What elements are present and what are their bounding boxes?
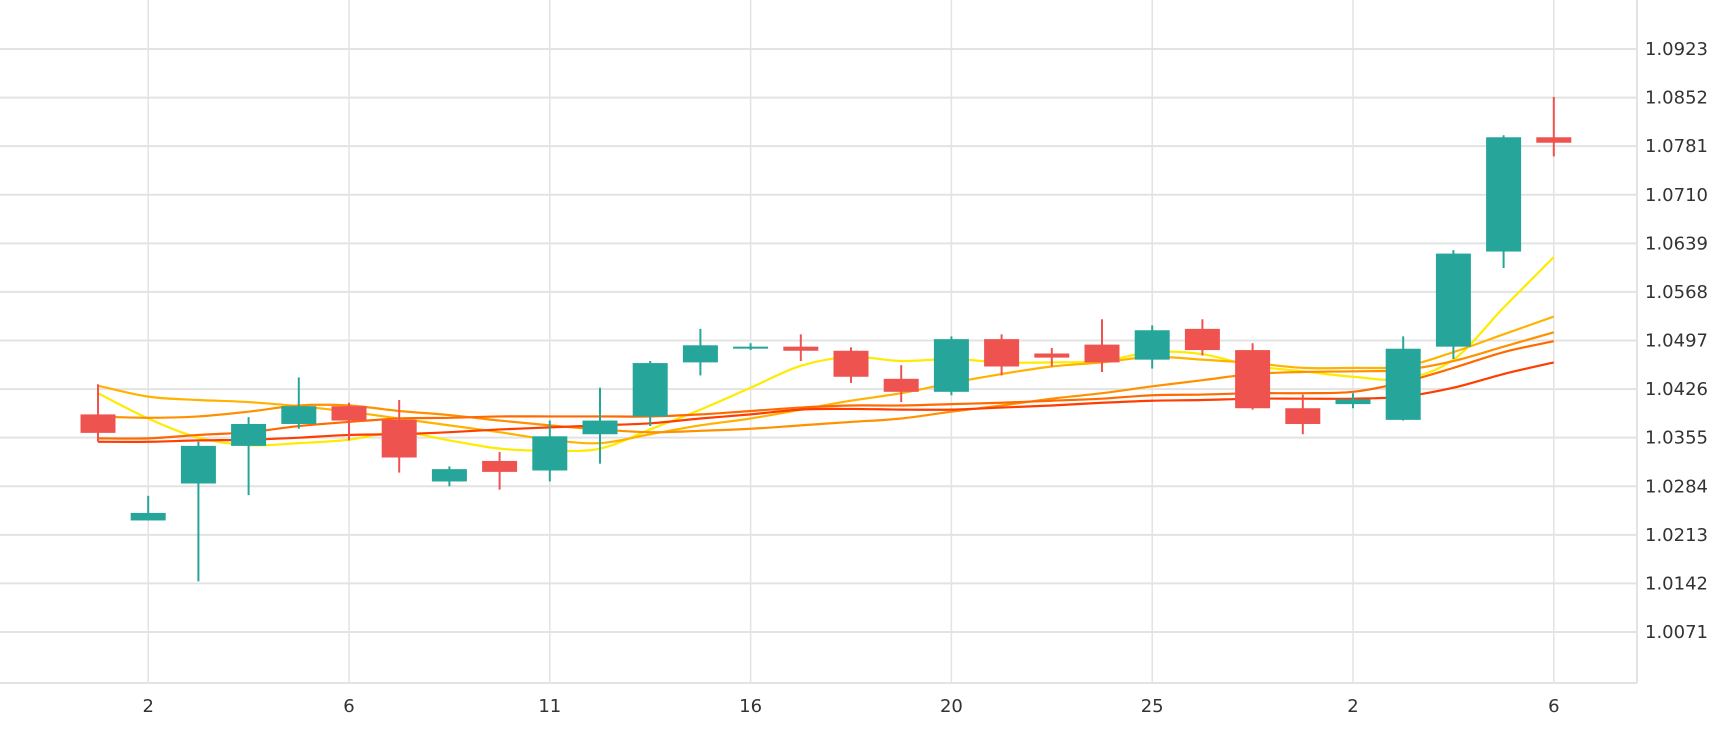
y-tick-label: 1.0497 (1645, 331, 1708, 352)
candle-down (331, 402, 367, 441)
candle-up (632, 361, 668, 427)
candle-body (1235, 350, 1271, 409)
y-tick-label: 1.0639 (1645, 233, 1708, 254)
candle-body (883, 378, 919, 392)
candle-up (933, 336, 969, 396)
ma-yellow-line (97, 256, 1555, 453)
candle-down (482, 452, 518, 490)
candle-down (1235, 343, 1271, 410)
candle-body (1184, 328, 1220, 351)
y-tick-label: 1.0426 (1645, 379, 1708, 400)
y-tick-label: 1.0213 (1645, 525, 1708, 546)
ma-orange-red-line (97, 340, 1555, 440)
y-axis: 1.0071 1.0142 1.0213 1.0284 1.0355 1.0426 1.04… (1645, 39, 1708, 643)
y-tick-label: 1.0568 (1645, 282, 1708, 303)
x-axis: 2 6 11 16 20 25 2 6 (142, 696, 1559, 717)
y-tick-label: 1.0923 (1645, 39, 1708, 60)
candle-up (733, 343, 769, 351)
candle-body (1385, 348, 1421, 420)
candle-up (1134, 325, 1170, 369)
candle-body (582, 420, 618, 435)
candle-down (1184, 319, 1220, 356)
candle-up (582, 387, 618, 464)
candle-body (180, 445, 216, 484)
candle-body (1486, 137, 1522, 252)
candle-down (783, 334, 819, 362)
candle-up (1435, 250, 1471, 359)
x-tick-label: 6 (343, 696, 354, 717)
ma-orange-line (97, 331, 1555, 434)
moving-average-lines (97, 256, 1555, 453)
candle-up (231, 417, 267, 496)
candle-down (833, 347, 869, 383)
candle-up (281, 377, 317, 429)
candle-body (1134, 330, 1170, 360)
x-tick-label: 6 (1548, 696, 1559, 717)
y-tick-label: 1.0781 (1645, 136, 1708, 157)
candle-body (682, 345, 718, 363)
y-tick-label: 1.0852 (1645, 88, 1708, 109)
candle-body (1285, 408, 1321, 424)
candles (80, 96, 1572, 582)
candle-body (1536, 137, 1572, 143)
candle-up (1486, 135, 1522, 268)
candle-up (130, 495, 166, 521)
candle-up (532, 420, 568, 482)
candle-body (783, 346, 819, 351)
candle-body (1034, 353, 1070, 358)
candle-down (381, 400, 417, 473)
candle-body (733, 346, 769, 349)
candle-body (532, 436, 568, 471)
candle-body (933, 339, 969, 392)
candle-up (1385, 336, 1421, 421)
x-tick-label: 25 (1141, 696, 1164, 717)
candle-body (1335, 399, 1371, 405)
candle-down (1084, 319, 1120, 372)
y-tick-label: 1.0710 (1645, 185, 1708, 206)
candle-up (180, 441, 216, 582)
candle-body (482, 460, 518, 472)
x-tick-label: 2 (142, 696, 153, 717)
candle-down (80, 384, 116, 442)
x-tick-label: 2 (1347, 696, 1358, 717)
y-tick-label: 1.0071 (1645, 622, 1708, 643)
candle-up (431, 466, 467, 487)
candle-up (682, 328, 718, 376)
candle-down (883, 365, 919, 403)
candle-body (281, 406, 317, 424)
candle-down (984, 334, 1020, 376)
candle-body (381, 419, 417, 458)
y-tick-label: 1.0142 (1645, 573, 1708, 594)
candle-body (130, 512, 166, 521)
x-tick-label: 11 (538, 696, 561, 717)
candle-body (833, 350, 869, 377)
candle-up (1335, 393, 1371, 409)
ma-red-line (97, 361, 1555, 443)
y-tick-label: 1.0284 (1645, 476, 1708, 497)
candle-body (231, 423, 267, 446)
candle-body (1084, 344, 1120, 363)
x-tick-label: 16 (739, 696, 762, 717)
candle-down (1285, 394, 1321, 435)
candle-body (431, 469, 467, 482)
candle-body (331, 406, 367, 421)
candle-down (1034, 348, 1070, 367)
candle-down (1536, 96, 1572, 157)
grid (0, 0, 1638, 684)
candle-body (1435, 253, 1471, 347)
x-tick-label: 20 (940, 696, 963, 717)
candle-body (80, 414, 116, 433)
y-tick-label: 1.0355 (1645, 428, 1708, 449)
candle-body (632, 363, 668, 417)
candle-body (984, 339, 1020, 367)
